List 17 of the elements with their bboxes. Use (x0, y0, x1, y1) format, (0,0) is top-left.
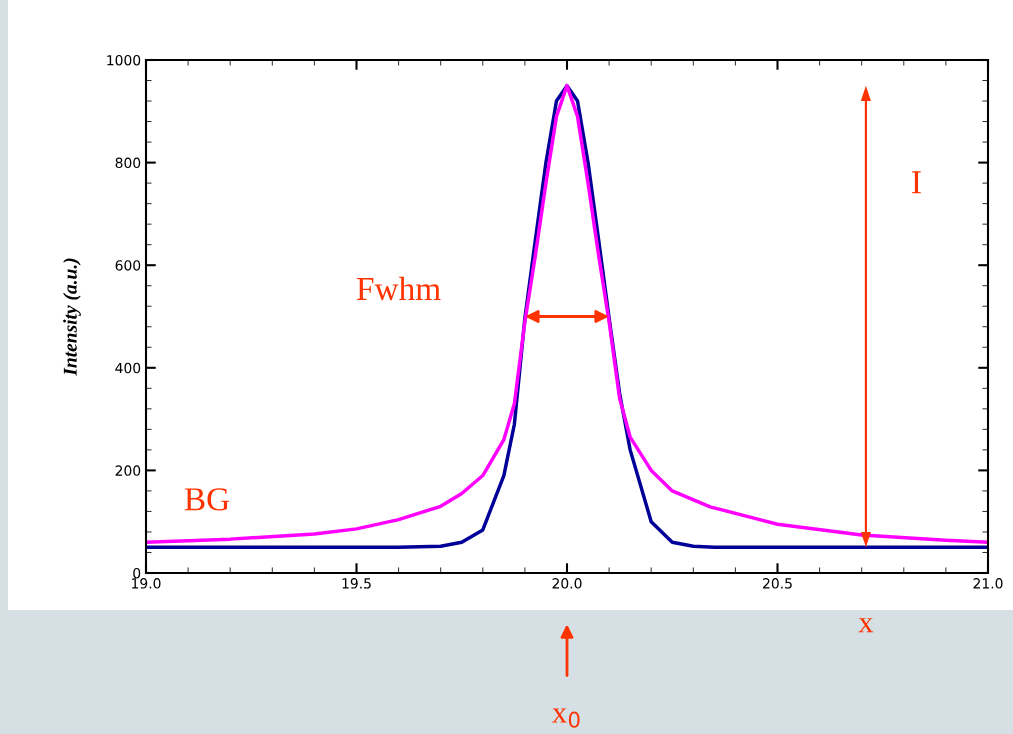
annotation: BG (184, 488, 230, 511)
text: x$_{0}$ (552, 708, 580, 728)
y-tick-label: 400 (115, 362, 141, 374)
x-tick-label: 19.5 (342, 578, 371, 589)
y-tick-label: 1000 (107, 54, 141, 66)
y-tick-label: 200 (115, 465, 141, 476)
annotation: I (912, 171, 921, 194)
text: x (858, 618, 874, 633)
x-tick-label: 20.5 (763, 578, 792, 589)
x-tick-label: 20.0 (552, 578, 582, 589)
y-tick-label: 0 (133, 567, 141, 579)
y-tick-label: 600 (115, 260, 141, 271)
x-tick-label: 21.0 (973, 578, 1003, 589)
annotation: Fwhm (356, 276, 441, 301)
x-tick-label: 19.0 (132, 578, 161, 589)
y-tick-label: 800 (115, 157, 141, 169)
y-axis-title: Intensity (a.u.) (63, 258, 81, 376)
